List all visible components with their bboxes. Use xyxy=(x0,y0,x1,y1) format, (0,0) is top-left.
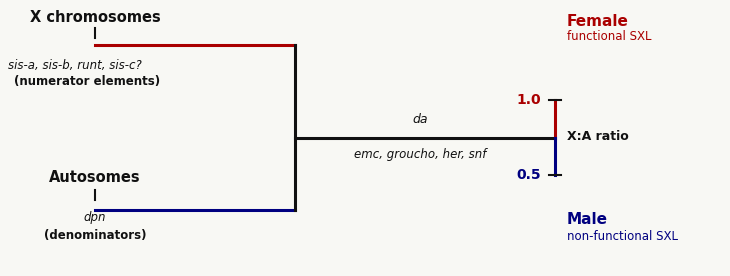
Text: da: da xyxy=(412,113,428,126)
Text: Autosomes: Autosomes xyxy=(49,171,141,185)
Text: 0.5: 0.5 xyxy=(516,168,541,182)
Text: emc, groucho, her, snf: emc, groucho, her, snf xyxy=(354,148,486,161)
Text: (numerator elements): (numerator elements) xyxy=(14,76,160,89)
Text: dpn: dpn xyxy=(84,211,107,224)
Text: Male: Male xyxy=(567,213,608,227)
Text: X chromosomes: X chromosomes xyxy=(30,10,161,25)
Text: Female: Female xyxy=(567,15,629,30)
Text: 1.0: 1.0 xyxy=(516,93,541,107)
Text: functional SXL: functional SXL xyxy=(567,31,651,44)
Text: non-functional SXL: non-functional SXL xyxy=(567,230,678,243)
Text: sis-a, sis-b, runt, sis-c?: sis-a, sis-b, runt, sis-c? xyxy=(8,59,142,71)
Text: (denominators): (denominators) xyxy=(44,229,146,242)
Text: X:A ratio: X:A ratio xyxy=(567,129,629,142)
